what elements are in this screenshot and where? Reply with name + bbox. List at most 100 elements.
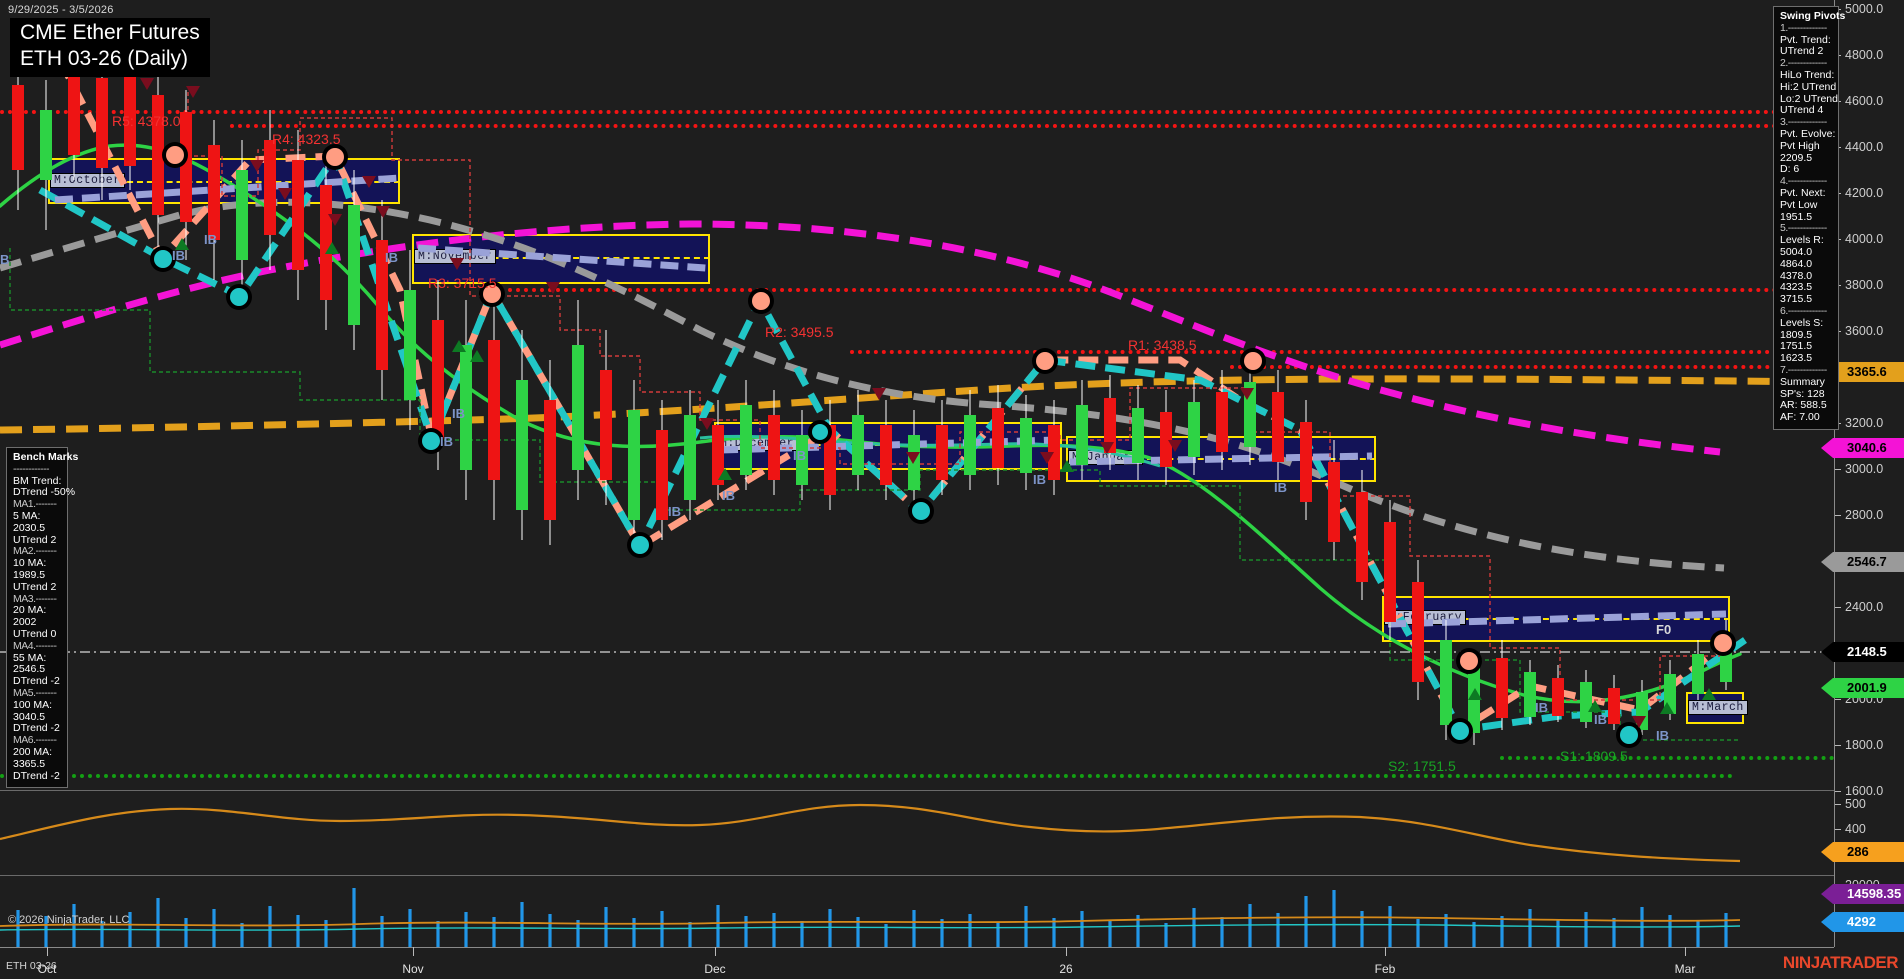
swingpivots-row: UTrend 4 (1780, 104, 1824, 117)
instrument-name: CME Ether Futures (20, 21, 200, 44)
swingpivots-row: Pvt High (1780, 139, 1820, 152)
ib-marker: IB (172, 248, 185, 263)
date-axis-tick-label: Nov (402, 962, 424, 976)
price-axis-value-tag[interactable]: 4292 (1821, 912, 1904, 932)
price-axis-value-tag[interactable]: 3365.6 (1821, 362, 1904, 382)
swingpivots-row: Pvt. Trend: (1780, 33, 1831, 46)
pivot-dot-10 (908, 498, 934, 524)
price-axis[interactable]: 5000.0 4800.0 4600.0 4400.0 4200.0 4000.0 3800… (1821, 0, 1904, 947)
swingpivots-row: 7.------------- (1780, 363, 1827, 376)
price-axis-tick-label: 4400.0 (1845, 140, 1884, 154)
price-axis-tick-label: 3200.0 (1845, 416, 1884, 430)
price-axis-tick-label: 4600.0 (1845, 94, 1884, 108)
level-label-r5: R5: 4378.0 (112, 113, 181, 129)
date-axis-tick-label: Dec (704, 962, 726, 976)
swingpivots-row: 3.------------- (1780, 116, 1827, 129)
signal-up-triangle (1588, 700, 1602, 712)
benchmarks-row: UTrend 0 (13, 627, 57, 640)
ib-marker: IB (722, 488, 735, 503)
swingpivots-row: Pvt. Evolve: (1780, 127, 1836, 140)
ib-marker: IB (793, 448, 806, 463)
swingpivots-row: 4864.0 (1780, 257, 1813, 270)
swingpivots-row: Levels R: (1780, 234, 1824, 247)
signal-down-triangle (1168, 440, 1182, 452)
level-line-r4 (230, 124, 1834, 128)
date-axis-tick-label: 26 (1059, 962, 1073, 976)
swingpivots-row: 5.------------- (1780, 222, 1827, 235)
swingpivots-row: Pvt. Next: (1780, 186, 1826, 199)
swingpivots-row: Hi:2 UTrend (1780, 80, 1837, 93)
indicator-panel-upper[interactable] (0, 790, 1834, 875)
ib-marker: IB (385, 250, 398, 265)
price-tag-arrow (1821, 842, 1833, 862)
month-tag-march: M:March (1688, 700, 1748, 715)
signal-down-triangle (140, 78, 154, 90)
month-tag-october: M:October (50, 173, 125, 188)
benchmarks-row: 5 MA: (13, 509, 41, 522)
signal-down-triangle (1100, 442, 1114, 454)
benchmarks-row: MA5.------- (13, 686, 57, 699)
benchmarks-row: 2030.5 (13, 521, 46, 534)
signal-down-triangle (1040, 452, 1054, 464)
price-axis-tick-label: 500 (1845, 797, 1866, 811)
pivot-dot-1 (150, 246, 176, 272)
price-axis-value-tag[interactable]: 14598.35 (1821, 884, 1904, 904)
price-axis-tick-label: 2400.0 (1845, 600, 1884, 614)
price-axis-value-tag[interactable]: 286 (1821, 842, 1904, 862)
copyright-text: © 2026 NinjaTrader, LLC (8, 914, 130, 926)
indicator-panel-volume[interactable] (0, 875, 1834, 947)
pivot-dot-12 (1240, 348, 1266, 374)
signal-up-triangle (1702, 688, 1716, 700)
price-axis-value-tag[interactable]: 2148.5 (1821, 642, 1904, 662)
swingpivots-row: Lo:2 UTrend (1780, 92, 1838, 105)
pivot-dot-11 (1032, 348, 1058, 374)
signal-down-triangle (700, 418, 714, 430)
level-line-r3 (500, 288, 1834, 292)
price-axis-value-tag[interactable]: 3040.6 (1821, 438, 1904, 458)
swingpivots-row: D: 6 (1780, 163, 1800, 176)
price-axis-tick-label: 1600.0 (1845, 784, 1884, 798)
price-tag-arrow (1821, 438, 1833, 458)
ib-marker: IB (440, 434, 453, 449)
swingpivots-row: UTrend 2 (1780, 45, 1824, 58)
ib-marker: IB (1535, 700, 1548, 715)
price-axis-tick-label: 3000.0 (1845, 462, 1884, 476)
price-axis-tick-label: 1800.0 (1845, 738, 1884, 752)
pivot-dot-9 (808, 420, 832, 444)
ib-marker: IB (1274, 480, 1287, 495)
price-tag-arrow (1821, 642, 1833, 662)
bench-marks-panel[interactable]: Bench Marks ------------ BM Trend: DTrend -… (6, 447, 78, 789)
benchmarks-row: UTrend 2 (13, 580, 57, 593)
swingpivots-row: 3715.5 (1780, 293, 1813, 306)
swingpivots-row: 4378.0 (1780, 269, 1813, 282)
swingpivots-row: 4323.5 (1780, 281, 1813, 294)
signal-down-triangle (450, 258, 464, 270)
level-label-s2: S2: 1751.5 (1388, 758, 1456, 774)
month-tag-december: M:December (716, 436, 799, 451)
level-line-r5 (0, 110, 1834, 114)
swingpivots-row: 2209.5 (1780, 151, 1813, 164)
volume-bars (0, 888, 1741, 947)
price-chart-panel[interactable]: M:October M:November M:December M:Januar… (0, 0, 1834, 790)
edge-marker-left: B (0, 252, 10, 267)
swing-pivots-panel[interactable]: Swing Pivots 1.------------- Pvt. Trend: UT… (1773, 6, 1845, 430)
price-axis-value-tag[interactable]: 2546.7 (1821, 552, 1904, 572)
signal-down-triangle (546, 282, 560, 294)
pivot-dot-5 (418, 428, 444, 454)
swingpivots-row: 1623.5 (1780, 352, 1813, 365)
ma100-line (0, 220, 1721, 456)
swingpivots-row: 6.------------- (1780, 304, 1827, 317)
contract-period: ETH 03-26 (Daily) (20, 47, 189, 70)
swingpivots-row: 5004.0 (1780, 245, 1813, 258)
price-axis-value-tag[interactable]: 2001.9 (1821, 678, 1904, 698)
signal-down-triangle (250, 160, 264, 172)
signal-up-triangle (452, 340, 466, 352)
pivot-dot-14 (1456, 648, 1482, 674)
signal-down-triangle (906, 452, 920, 464)
chart-title: CME Ether Futures ETH 03-26 (Daily) (10, 18, 210, 77)
pivot-dot-7 (627, 532, 653, 558)
date-axis[interactable]: Oct Nov Dec 26 Feb Mar (0, 947, 1834, 979)
swingpivots-row: 1951.5 (1780, 210, 1813, 223)
level-label-r4: R4: 4323.5 (272, 131, 341, 147)
